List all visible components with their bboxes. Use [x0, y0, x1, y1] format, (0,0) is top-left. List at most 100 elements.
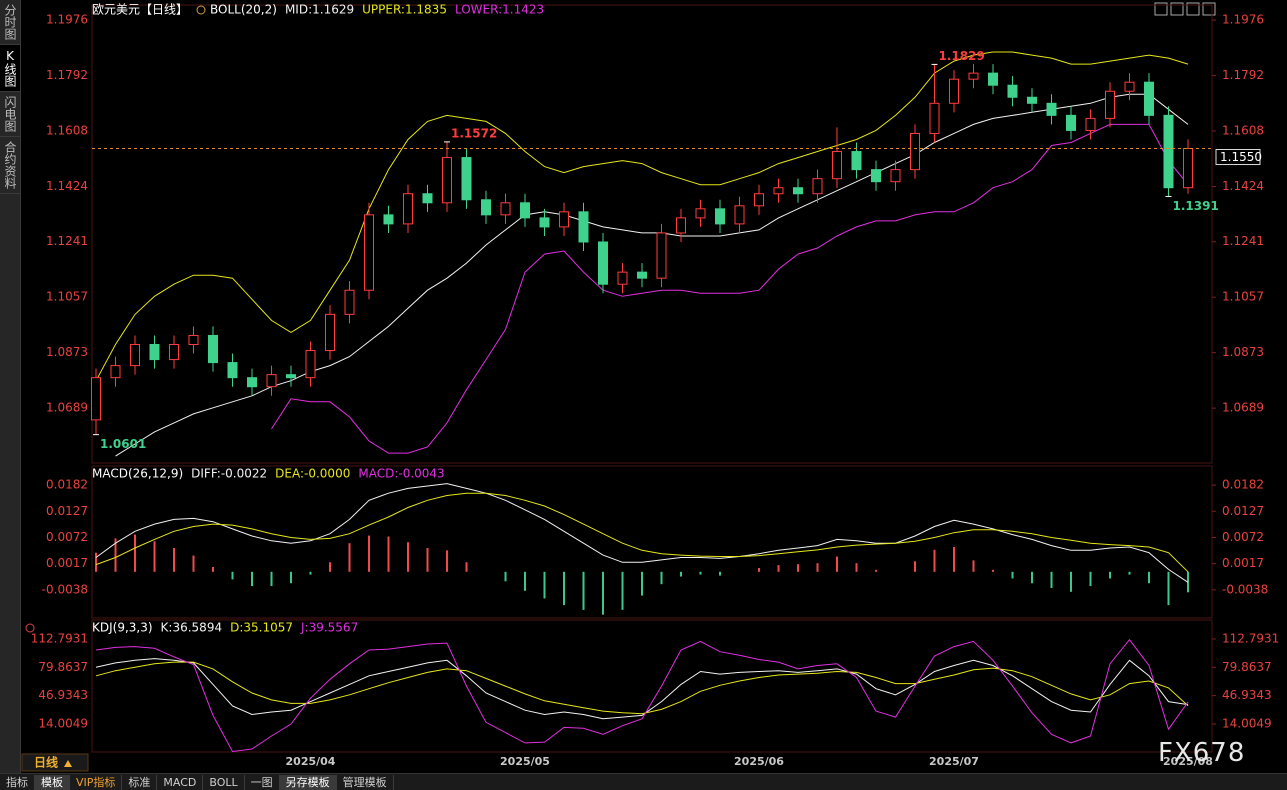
legend-text: D:35.1057 [230, 621, 293, 635]
candle-body [1144, 81, 1154, 116]
candle-body [1163, 114, 1174, 189]
candle-body [988, 72, 998, 86]
icon[interactable] [1170, 2, 1184, 16]
x-tick-label: 2025/07 [929, 755, 979, 768]
candle-body [1085, 117, 1096, 131]
y-tick-label: 1.1976 [1222, 13, 1264, 27]
y-tick-label: 0.0182 [1222, 478, 1264, 492]
y-tick-label: 79.8637 [1222, 660, 1272, 674]
chart: 日线 1.1976 1.1976 1.1792 1.1792 1.1608 1.1608 1… [21, 2, 1279, 772]
candle-body [1027, 96, 1037, 104]
candle-body [793, 187, 803, 195]
candle-body [851, 151, 862, 171]
y-tick-label: 1.0689 [1222, 401, 1264, 415]
sidebar-tab[interactable]: 分时图 [0, 0, 20, 45]
candle-body [481, 199, 491, 216]
candle-body [364, 214, 374, 291]
extreme-label: 1.0601 [100, 437, 146, 451]
sidebar-tab[interactable]: 合约资料 [0, 137, 20, 194]
panel-frame [91, 619, 1213, 753]
band-line [115, 93, 1189, 457]
toolbar-button[interactable]: 指标 [0, 774, 35, 790]
legend-text: KDJ(9,3,3) [92, 621, 153, 635]
legend-text: 欧元美元【日线】 [92, 3, 188, 17]
toolbar-button[interactable]: 一图 [245, 774, 280, 790]
candle-body [1046, 102, 1057, 116]
toolbar-button[interactable]: 标准 [122, 774, 158, 790]
candle-body [676, 217, 686, 234]
window-icons [1154, 2, 1216, 16]
extreme-label: 1.1829 [939, 49, 985, 63]
y-tick-label: 0.0072 [46, 530, 88, 544]
candle-body [383, 214, 394, 225]
y-tick-label: 1.1608 [1222, 124, 1264, 138]
toolbar-button[interactable]: 管理模板 [337, 774, 394, 790]
legend-text: MACD:-0.0043 [358, 467, 444, 481]
y-tick-label: 1.1057 [1222, 290, 1264, 304]
legend-text: LOWER:1.1423 [455, 3, 544, 17]
candle-body [1007, 84, 1018, 98]
y-tick-label: 1.1792 [1222, 68, 1264, 82]
sidebar-tab[interactable]: 闪电图 [0, 92, 20, 137]
y-tick-label: 1.1057 [46, 290, 88, 304]
legend-icon [196, 5, 206, 15]
y-tick-label: 0.0127 [1222, 504, 1264, 518]
kdj-line [95, 658, 1189, 720]
y-tick-label: 112.7931 [1222, 632, 1279, 646]
y-tick-label: 1.1241 [1222, 234, 1264, 248]
candle-body [500, 202, 511, 216]
y-tick-label: 46.9343 [38, 688, 88, 702]
x-tick-label: 2025/06 [734, 755, 784, 768]
candle-body [188, 334, 199, 346]
candle-body [832, 151, 842, 180]
icon[interactable] [1154, 2, 1168, 16]
period-arrow[interactable] [64, 760, 72, 767]
period-label[interactable]: 日线 [34, 755, 58, 770]
candle-body [91, 377, 101, 421]
toolbar-button[interactable]: 另存模板 [279, 774, 337, 790]
y-tick-label: 1.0689 [46, 401, 88, 415]
candle-body [656, 232, 667, 279]
candle-body [910, 132, 920, 171]
x-tick-label: 2025/08 [1163, 755, 1213, 768]
y-tick-label: 1.1792 [46, 68, 88, 82]
watermark: FX678 [1158, 738, 1246, 768]
toolbar-button[interactable]: MACD [157, 774, 204, 790]
icon[interactable] [1202, 2, 1216, 16]
candle-body [1124, 81, 1135, 92]
y-tick-label: 0.0017 [1222, 556, 1264, 570]
sidebar-tab[interactable]: K线图 [0, 45, 20, 92]
icon[interactable] [1186, 2, 1200, 16]
candle-body [871, 169, 881, 183]
x-tick-label: 2025/05 [500, 755, 550, 768]
candle-body [890, 169, 901, 183]
legend-text: MACD(26,12,9) [92, 467, 183, 481]
y-tick-label: 1.0873 [46, 345, 88, 359]
legend-text: K:36.5894 [161, 621, 223, 635]
y-tick-label: 1.0873 [1222, 345, 1264, 359]
kdj-line [95, 638, 1189, 753]
candle-body [227, 362, 238, 379]
candle-body [929, 102, 940, 134]
candle-body [169, 344, 179, 361]
y-tick-label: 0.0017 [46, 556, 88, 570]
kdj-line [95, 661, 1189, 715]
panel-frame [91, 4, 1213, 464]
candle-body [208, 334, 218, 364]
candle-body [344, 289, 355, 315]
candle-body [949, 78, 959, 104]
candle-body [812, 178, 823, 195]
y-tick-label: 0.0072 [1222, 530, 1264, 544]
candle-body [578, 211, 589, 243]
y-tick-label: 1.1608 [46, 124, 88, 138]
toolbar-button[interactable]: BOLL [203, 774, 245, 790]
candle-body [325, 313, 335, 352]
toolbar-button[interactable]: 模板 [35, 774, 70, 790]
candle-body [637, 271, 647, 279]
last-price-label: 1.1550 [1220, 150, 1262, 164]
toolbar-button[interactable]: VIP指标 [70, 774, 123, 790]
candle-body [461, 157, 472, 201]
legend-text: UPPER:1.1835 [362, 3, 447, 17]
legend-text: BOLL(20,2) [210, 3, 277, 17]
